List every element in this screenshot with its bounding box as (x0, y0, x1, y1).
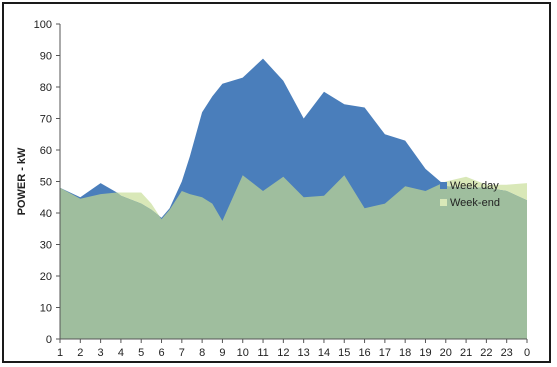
y-tick-label: 0 (46, 334, 52, 346)
legend: Week day Week-end (440, 180, 500, 209)
y-tick-label: 10 (40, 303, 52, 315)
x-tick-label: 10 (237, 347, 249, 359)
y-tick-labels: 0 10 20 30 40 50 60 70 80 90 100 (34, 19, 52, 346)
y-tick-label: 90 (40, 51, 52, 63)
x-tick-labels: 1 2 3 4 5 6 7 8 9 10 11 12 13 14 15 16 17 18 19 20 21 22 23 0 (57, 347, 530, 359)
x-tick-label: 13 (298, 347, 310, 359)
x-tick-label: 12 (277, 347, 289, 359)
y-tick-label: 30 (40, 240, 52, 252)
chart-areas (60, 58, 527, 339)
x-tick-label: 17 (379, 347, 391, 359)
x-tick-label: 5 (138, 347, 144, 359)
y-tick-label: 80 (40, 82, 52, 94)
x-tick-label: 23 (501, 347, 513, 359)
x-tick-label: 6 (158, 347, 164, 359)
x-tick-label: 21 (460, 347, 472, 359)
y-tick-label: 60 (40, 145, 52, 157)
x-tick-label: 20 (440, 347, 452, 359)
legend-label: Week-end (450, 197, 500, 209)
y-tick-label: 70 (40, 114, 52, 126)
x-tick-label: 11 (257, 347, 268, 359)
legend-swatch (440, 199, 447, 206)
x-tick-label: 16 (358, 347, 370, 359)
chart-axes (56, 23, 528, 343)
y-tick-label: 20 (40, 271, 52, 283)
x-tick-label: 7 (179, 347, 185, 359)
x-tick-label: 1 (57, 347, 63, 359)
x-tick-label: 9 (219, 347, 225, 359)
x-tick-label: 3 (98, 347, 104, 359)
x-tick-label: 4 (118, 347, 124, 359)
x-tick-label: 8 (199, 347, 205, 359)
y-tick-label: 100 (34, 19, 52, 31)
y-axis-label: POWER - kW (16, 147, 28, 215)
x-tick-label: 0 (524, 347, 530, 359)
y-tick-label: 50 (40, 177, 52, 189)
legend-swatch (440, 182, 447, 189)
x-tick-label: 2 (77, 347, 83, 359)
y-tick-label: 40 (40, 208, 52, 220)
x-tick-label: 19 (419, 347, 431, 359)
x-tick-label: 14 (318, 347, 330, 359)
series-overlap-area (60, 175, 527, 339)
x-tick-label: 22 (480, 347, 492, 359)
legend-label: Week day (450, 180, 499, 192)
x-tick-label: 18 (399, 347, 411, 359)
x-tick-label: 15 (338, 347, 350, 359)
